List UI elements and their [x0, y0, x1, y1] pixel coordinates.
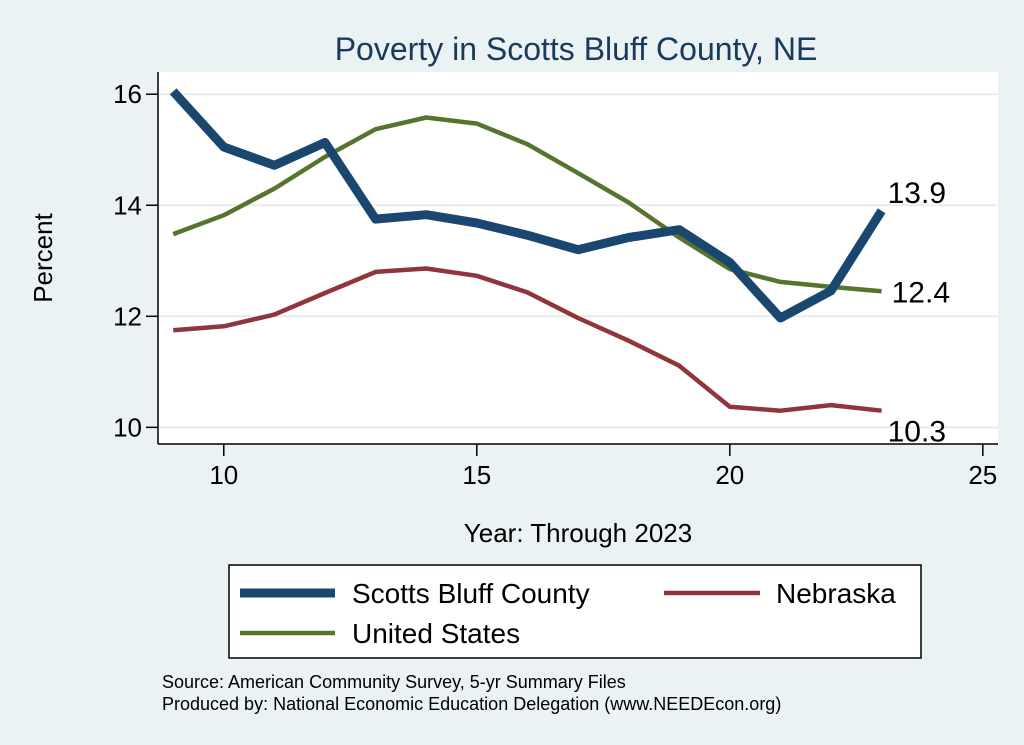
y-axis-title: Percent	[28, 212, 58, 302]
x-tick-label-25: 25	[968, 460, 997, 490]
end-label-scotts-bluff: 13.9	[888, 177, 946, 210]
y-tick-label-14: 14	[113, 190, 142, 220]
plot-background	[158, 72, 998, 444]
legend-box	[228, 564, 922, 659]
plot-area: 10 12 14 16 10 15 20 25 13.9 10.3 12.4	[113, 72, 998, 490]
axes: 10 12 14 16 10 15 20 25	[113, 72, 998, 490]
x-tick-label-10: 10	[209, 460, 238, 490]
y-tick-label-12: 12	[113, 301, 142, 331]
producer-note: Produced by: National Economic Education…	[162, 694, 781, 714]
series-line-scotts-bluff	[169, 88, 886, 323]
series-lines	[169, 88, 886, 413]
end-labels: 13.9 10.3 12.4	[888, 177, 950, 449]
y-tick-label-16: 16	[113, 79, 142, 109]
y-tick-label-10: 10	[113, 412, 142, 442]
x-tick-label-20: 20	[715, 460, 744, 490]
end-label-nebraska: 10.3	[888, 416, 946, 449]
legend-label-scotts-bluff: Scotts Bluff County	[352, 578, 590, 609]
end-label-united-states: 12.4	[892, 276, 950, 309]
legend-label-united-states: United States	[352, 618, 520, 649]
series-line-nebraska	[173, 266, 882, 413]
chart-title: Poverty in Scotts Bluff County, NE	[335, 31, 818, 67]
x-tick-label-15: 15	[462, 460, 491, 490]
x-axis-title: Year: Through 2023	[464, 518, 692, 548]
legend: Scotts Bluff County Nebraska United Stat…	[228, 564, 922, 659]
series-line-united-states	[172, 115, 882, 294]
legend-label-nebraska: Nebraska	[776, 578, 896, 609]
source-note: Source: American Community Survey, 5-yr …	[162, 672, 626, 692]
